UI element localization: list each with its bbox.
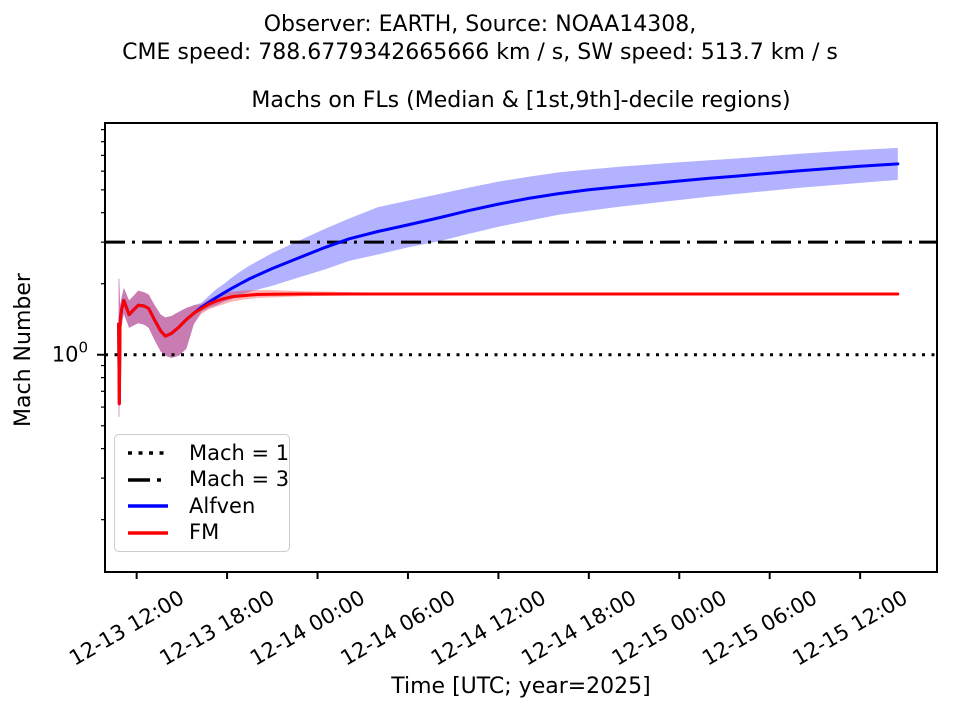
alfven-decile-band xyxy=(118,147,898,417)
legend-solid-line-sample xyxy=(128,531,168,535)
legend-solid-line-sample xyxy=(128,504,168,508)
figure-suptitle: Observer: EARTH, Source: NOAA14308, CME … xyxy=(0,11,960,67)
legend-dotted-line-sample xyxy=(128,451,168,455)
y-tick-label: 100 xyxy=(52,339,88,367)
decile-bands-layer xyxy=(118,147,898,417)
axes-spines xyxy=(104,122,938,573)
legend-item-mach-1: Mach = 1 xyxy=(123,440,289,467)
suptitle-line2: CME speed: 788.6779342665666 km / s, SW … xyxy=(122,40,838,65)
fm-median-line xyxy=(117,292,900,406)
legend-item-alfven: Alfven xyxy=(123,493,281,520)
legend: Mach = 1 Mach = 3 Alfven FM xyxy=(114,434,290,552)
legend-label: Mach = 3 xyxy=(189,467,290,492)
legend-item-fm: FM xyxy=(123,520,281,547)
x-axis-label: Time [UTC; year=2025] xyxy=(390,674,651,699)
legend-dashdot-line-sample xyxy=(128,478,168,482)
y-axis-label: Mach Number xyxy=(11,272,36,427)
axes-title: Machs on FLs (Median & [1st,9th]-decile … xyxy=(251,88,791,113)
suptitle-line1: Observer: EARTH, Source: NOAA14308, xyxy=(263,12,697,37)
fm-decile-band xyxy=(118,278,898,417)
legend-label: FM xyxy=(189,520,220,545)
axes-layer xyxy=(97,122,938,579)
legend-label: Alfven xyxy=(189,493,256,518)
reference-lines-layer xyxy=(105,240,937,357)
legend-label: Mach = 1 xyxy=(189,440,290,465)
legend-item-mach-3: Mach = 3 xyxy=(123,467,289,494)
median-lines-layer xyxy=(117,162,900,406)
